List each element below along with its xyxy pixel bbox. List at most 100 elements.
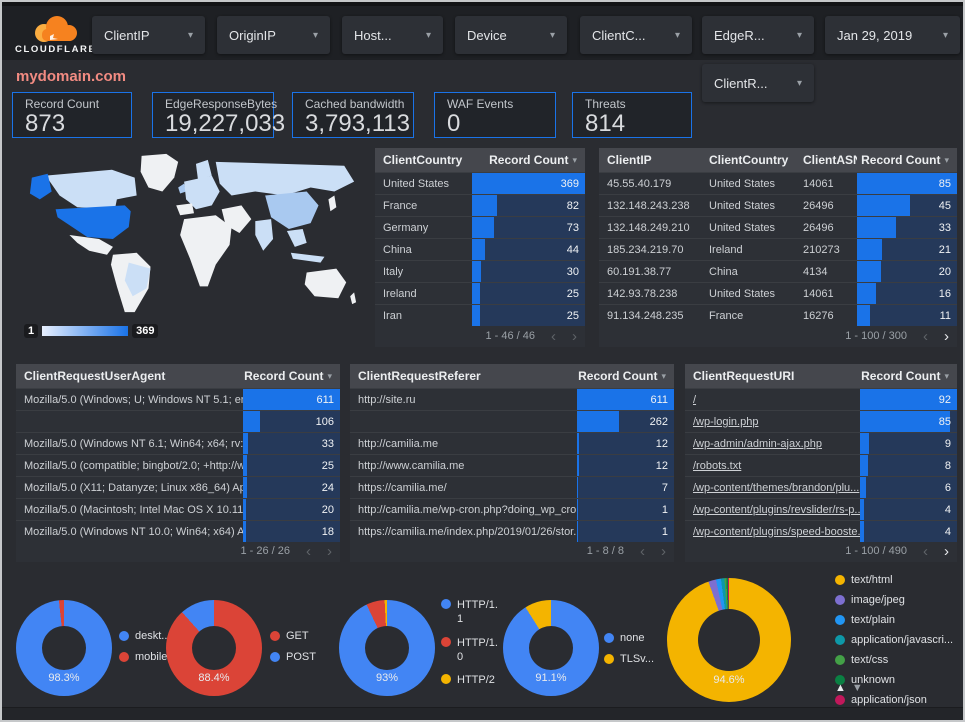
http-protocol-donut[interactable]: 93% [339,600,435,696]
table-row[interactable]: / 92 [685,388,957,410]
legend-item[interactable]: application/javascri... [835,634,953,646]
table-row[interactable]: https://camilia.me/index.php/2019/01/26/… [350,520,674,542]
table-row[interactable]: http://www.camilia.me 12 [350,454,674,476]
column-header-clientip[interactable]: ClientIP [607,153,652,167]
column-header-clientcountry[interactable]: ClientCountry [383,153,463,167]
table-row[interactable]: 106 [16,410,340,432]
table-row[interactable]: Mozilla/5.0 (X11; Datanyze; Linux x86_64… [16,476,340,498]
table-row[interactable]: /wp-content/themes/brandon/plu... 6 [685,476,957,498]
uri-link[interactable]: /wp-content/themes/brandon/plu... [693,481,860,494]
column-header-record-count[interactable]: Record Count ▾ [861,153,949,167]
uri-link[interactable]: /wp-content/plugins/speed-booste... [693,525,860,538]
legend-item[interactable]: unknown [835,674,953,686]
legend-item[interactable]: HTTP/1.1 [441,598,503,627]
column-header-record-count[interactable]: Record Count ▾ [861,369,949,383]
legend-item[interactable]: GET [270,630,316,642]
table-row[interactable]: https://camilia.me/ 7 [350,476,674,498]
filter-clientrequest[interactable]: ClientR... ▾ [702,64,814,102]
prev-page-icon[interactable]: ‹ [923,542,928,560]
filter-originip[interactable]: OriginIP ▾ [217,16,330,54]
table-row[interactable]: /robots.txt 8 [685,454,957,476]
table-row[interactable]: Ireland 25 [375,282,585,304]
legend-item[interactable]: TLSv... [604,653,654,665]
table-row[interactable]: 132.148.243.238 United States 26496 45 [599,194,957,216]
legend-item[interactable]: application/json [835,694,953,706]
column-header-useragent[interactable]: ClientRequestUserAgent [24,369,166,383]
legend-item[interactable]: image/jpeg [835,594,953,606]
table-row[interactable]: Italy 30 [375,260,585,282]
table-row[interactable]: 185.234.219.70 Ireland 210273 21 [599,238,957,260]
next-page-icon[interactable]: › [327,542,332,560]
table-row[interactable]: Mozilla/5.0 (Macintosh; Intel Mac OS X 1… [16,498,340,520]
column-header-uri[interactable]: ClientRequestURI [693,369,795,383]
scorecard-edge-response-bytes: EdgeResponseBytes 19,227,033 [152,92,285,138]
filter-device[interactable]: Device ▾ [455,16,567,54]
date-range-filter[interactable]: Jan 29, 2019 ▾ [825,16,960,54]
table-row[interactable]: Mozilla/5.0 (Windows NT 10.0; Win64; x64… [16,520,340,542]
table-row[interactable]: 91.134.248.235 France 16276 11 [599,304,957,326]
table-row[interactable]: http://camilia.me 12 [350,432,674,454]
table-row[interactable]: http://camilia.me/wp-cron.php?doing_wp_c… [350,498,674,520]
column-header-record-count[interactable]: Record Count ▾ [489,153,577,167]
prev-page-icon[interactable]: ‹ [551,327,556,345]
legend-item[interactable]: text/css [835,654,953,666]
legend-item[interactable]: mobile [119,651,170,663]
filter-clientip[interactable]: ClientIP ▾ [92,16,205,54]
table-row[interactable]: 45.55.40.179 United States 14061 85 [599,172,957,194]
legend-item[interactable]: text/html [835,574,953,586]
legend-item[interactable]: HTTP/1.0 [441,636,503,665]
record-count-bar [857,261,881,282]
column-header-record-count[interactable]: Record Count ▾ [578,369,666,383]
table-row[interactable]: France 82 [375,194,585,216]
prev-page-icon[interactable]: ‹ [923,327,928,345]
content-type-donut[interactable]: 94.6% [667,578,791,702]
table-row[interactable]: Mozilla/5.0 (Windows; U; Windows NT 5.1;… [16,388,340,410]
prev-page-icon[interactable]: ‹ [640,542,645,560]
table-row[interactable]: /wp-content/plugins/revslider/rs-p... 4 [685,498,957,520]
next-page-icon[interactable]: › [572,327,577,345]
uri-link[interactable]: /wp-admin/admin-ajax.php [693,437,823,450]
table-row[interactable]: Mozilla/5.0 (Windows NT 6.1; Win64; x64;… [16,432,340,454]
client-country-geo-map[interactable] [16,148,370,320]
request-method-donut[interactable]: 88.4% [166,600,262,696]
table-row[interactable]: 142.93.78.238 United States 14061 16 [599,282,957,304]
legend-scroll-up-icon[interactable]: ▲ [835,682,846,694]
table-row[interactable]: 262 [350,410,674,432]
uri-link[interactable]: /wp-login.php [693,415,759,428]
legend-item[interactable]: none [604,632,654,644]
legend-item[interactable]: text/plain [835,614,953,626]
uri-link[interactable]: /robots.txt [693,459,742,472]
table-row[interactable]: Iran 25 [375,304,585,326]
legend-item[interactable]: POST [270,651,316,663]
table-row[interactable]: 60.191.38.77 China 4134 20 [599,260,957,282]
tls-version-donut[interactable]: 91.1% [503,600,599,696]
device-type-donut[interactable]: 98.3% [16,600,112,696]
sort-desc-icon: ▾ [327,370,332,381]
table-row[interactable]: /wp-content/plugins/speed-booste... 4 [685,520,957,542]
table-row[interactable]: http://site.ru 611 [350,388,674,410]
table-row[interactable]: 132.148.249.210 United States 26496 33 [599,216,957,238]
column-header-clientasn[interactable]: ClientASN [803,153,857,167]
column-header-clientcountry[interactable]: ClientCountry [709,153,789,167]
prev-page-icon[interactable]: ‹ [306,542,311,560]
table-row[interactable]: /wp-login.php 85 [685,410,957,432]
uri-link[interactable]: /wp-content/plugins/revslider/rs-p... [693,503,860,516]
table-row[interactable]: China 44 [375,238,585,260]
filter-host[interactable]: Host... ▾ [342,16,443,54]
table-row[interactable]: /wp-admin/admin-ajax.php 9 [685,432,957,454]
legend-scroll-down-icon[interactable]: ▼ [851,682,863,694]
table-row[interactable]: Mozilla/5.0 (compatible; bingbot/2.0; +h… [16,454,340,476]
column-header-referer[interactable]: ClientRequestReferer [358,369,481,383]
table-row[interactable]: United States 369 [375,172,585,194]
legend-item[interactable]: HTTP/2 [441,673,503,687]
legend-dot-icon [835,695,845,705]
column-header-record-count[interactable]: Record Count ▾ [244,369,332,383]
filter-clientcountry[interactable]: ClientC... ▾ [580,16,692,54]
table-row[interactable]: Germany 73 [375,216,585,238]
legend-item[interactable]: deskt... [119,630,170,642]
filter-edgeresponse[interactable]: EdgeR... ▾ [702,16,814,54]
uri-link[interactable]: / [693,393,697,406]
next-page-icon[interactable]: › [944,542,949,560]
next-page-icon[interactable]: › [661,542,666,560]
next-page-icon[interactable]: › [944,327,949,345]
